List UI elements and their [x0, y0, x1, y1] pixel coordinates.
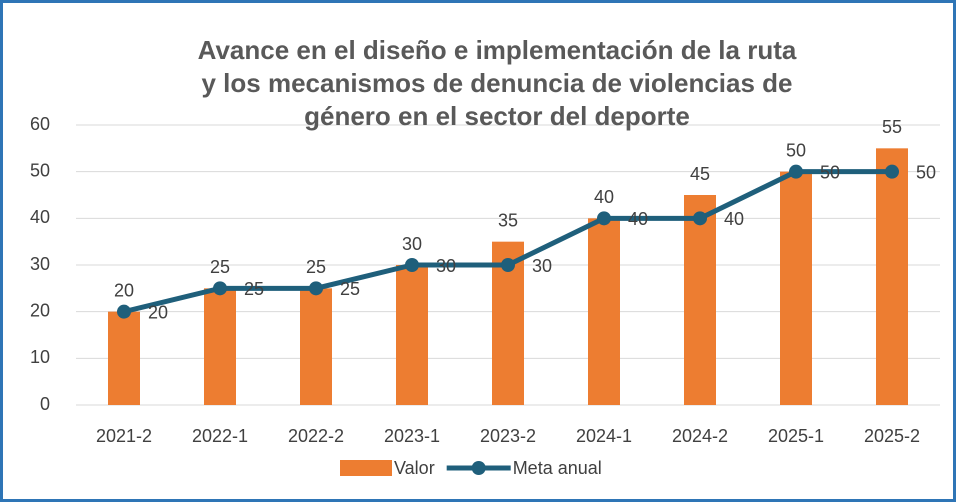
chart-title: Avance en el diseño e implementación de … [198, 35, 797, 65]
line-marker [117, 304, 131, 319]
x-tick-label: 2025-2 [864, 426, 920, 446]
x-tick-label: 2021-2 [96, 426, 152, 446]
data-label: 30 [402, 234, 422, 254]
data-label: 25 [340, 279, 360, 299]
data-label: 40 [594, 187, 614, 207]
legend-label: Valor [394, 458, 435, 478]
bar [876, 148, 908, 406]
y-tick-label: 30 [30, 254, 50, 274]
bar [684, 195, 716, 405]
line-marker [693, 211, 707, 226]
line-marker [309, 281, 323, 296]
x-tick-label: 2023-1 [384, 426, 440, 446]
legend-label: Meta anual [513, 458, 602, 478]
x-tick-label: 2023-2 [480, 426, 536, 446]
data-label: 50 [820, 162, 840, 182]
data-label: 50 [786, 140, 806, 160]
y-tick-label: 60 [30, 114, 50, 134]
line-marker [501, 258, 515, 272]
data-label: 30 [436, 256, 456, 276]
chart-title: y los mecanismos de denuncia de violenci… [201, 68, 792, 98]
legend-swatch [340, 460, 392, 476]
bar [396, 265, 428, 405]
y-tick-label: 0 [40, 394, 50, 414]
data-label: 40 [628, 209, 648, 229]
chart-title: género en el sector del deporte [304, 101, 690, 131]
line-marker [405, 258, 419, 272]
data-label: 40 [724, 209, 744, 229]
bar [300, 288, 332, 405]
y-tick-label: 40 [30, 207, 50, 227]
bar [204, 288, 236, 405]
data-label: 30 [532, 256, 552, 276]
legend-swatch [471, 461, 486, 475]
line-marker [213, 281, 227, 296]
line-marker [789, 164, 803, 179]
data-label: 50 [916, 162, 936, 182]
bar [108, 311, 140, 405]
line-marker [885, 164, 899, 179]
x-tick-label: 2024-1 [576, 426, 632, 446]
data-label: 55 [882, 117, 902, 137]
data-label: 25 [306, 257, 326, 277]
bar [588, 218, 620, 405]
y-tick-label: 10 [30, 347, 50, 367]
data-label: 25 [244, 279, 264, 299]
data-label: 20 [114, 280, 134, 300]
x-tick-label: 2022-2 [288, 426, 344, 446]
bar [780, 171, 812, 405]
data-label: 45 [690, 164, 710, 184]
data-label: 25 [210, 257, 230, 277]
y-tick-label: 20 [30, 300, 50, 320]
data-label: 20 [148, 302, 168, 322]
y-tick-label: 50 [30, 160, 50, 180]
x-tick-label: 2022-1 [192, 426, 248, 446]
line-marker [597, 211, 611, 226]
x-tick-label: 2024-2 [672, 426, 728, 446]
data-label: 35 [498, 210, 518, 230]
x-tick-label: 2025-1 [768, 426, 824, 446]
